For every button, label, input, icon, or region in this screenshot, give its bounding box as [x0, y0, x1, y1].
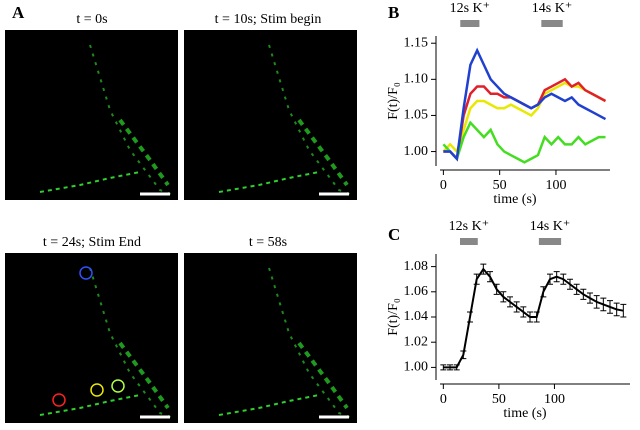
error-bar [460, 350, 467, 360]
y-tick-label: 1.00 [404, 144, 429, 159]
y-axis-label: F(t)/F₀ [386, 82, 401, 120]
error-bar [500, 291, 507, 303]
error-bar [487, 271, 493, 283]
image-caption: t = 0s [76, 12, 107, 27]
y-tick-label: 1.04 [404, 309, 429, 324]
error-bar [593, 295, 600, 309]
error-bar [533, 311, 540, 323]
error-bar [567, 278, 573, 290]
stim-bar [541, 20, 563, 27]
stim-bar [538, 238, 562, 245]
image-caption: t = 58s [249, 235, 287, 250]
error-bar [587, 292, 593, 304]
error-bar [527, 311, 533, 323]
error-bar [447, 364, 453, 371]
stim-bar [460, 238, 478, 245]
error-bar [440, 364, 447, 371]
data-line [443, 267, 624, 369]
error-bar [580, 288, 587, 300]
error-bar [467, 311, 473, 323]
x-tick-label: 50 [493, 178, 507, 193]
error-bar [573, 283, 580, 295]
panel-label: B [388, 3, 399, 22]
y-tick-label: 1.15 [404, 35, 429, 50]
stim-label: 12s K⁺ [449, 219, 489, 234]
error-bar [560, 273, 567, 285]
stim-bar [460, 20, 480, 27]
x-tick-label: 0 [440, 178, 447, 193]
micrograph [5, 30, 178, 200]
error-bar [540, 286, 547, 298]
error-bar [513, 301, 520, 313]
x-tick-label: 100 [545, 178, 566, 193]
x-tick-label: 0 [440, 392, 447, 407]
error-bar [547, 273, 553, 285]
error-bar [620, 303, 627, 318]
micrographs [3, 28, 359, 425]
stim-label: 14s K⁺ [530, 219, 570, 234]
x-tick-label: 50 [492, 392, 506, 407]
x-axis-label: time (s) [493, 192, 536, 207]
y-tick-label: 1.10 [404, 72, 429, 87]
image-caption: t = 24s; Stim End [43, 235, 141, 250]
error-bar [520, 306, 527, 318]
y-tick-label: 1.05 [404, 108, 429, 123]
y-tick-label: 1.08 [404, 259, 429, 274]
error-bar [493, 283, 500, 295]
panel-label: A [12, 3, 25, 22]
y-tick-label: 1.00 [404, 360, 429, 375]
y-tick-label: 1.06 [404, 284, 429, 299]
error-bar [553, 271, 560, 283]
stim-label: 12s K⁺ [450, 1, 490, 16]
error-bar [453, 364, 460, 371]
error-bar [507, 296, 513, 308]
error-bar [480, 263, 487, 275]
y-tick-label: 1.02 [404, 334, 429, 349]
stim-label: 14s K⁺ [532, 1, 572, 16]
panel-label: C [388, 225, 400, 244]
x-axis-label: time (s) [503, 406, 546, 421]
error-bar [473, 273, 480, 285]
error-bar [607, 300, 613, 314]
x-tick-label: 100 [544, 392, 565, 407]
error-bar [613, 302, 620, 317]
y-axis-label: F(t)/F₀ [386, 298, 401, 336]
data-line [443, 47, 607, 162]
data-line [442, 120, 606, 164]
image-caption: t = 10s; Stim begin [215, 12, 322, 27]
data-line [442, 81, 607, 154]
error-bar [600, 297, 607, 312]
